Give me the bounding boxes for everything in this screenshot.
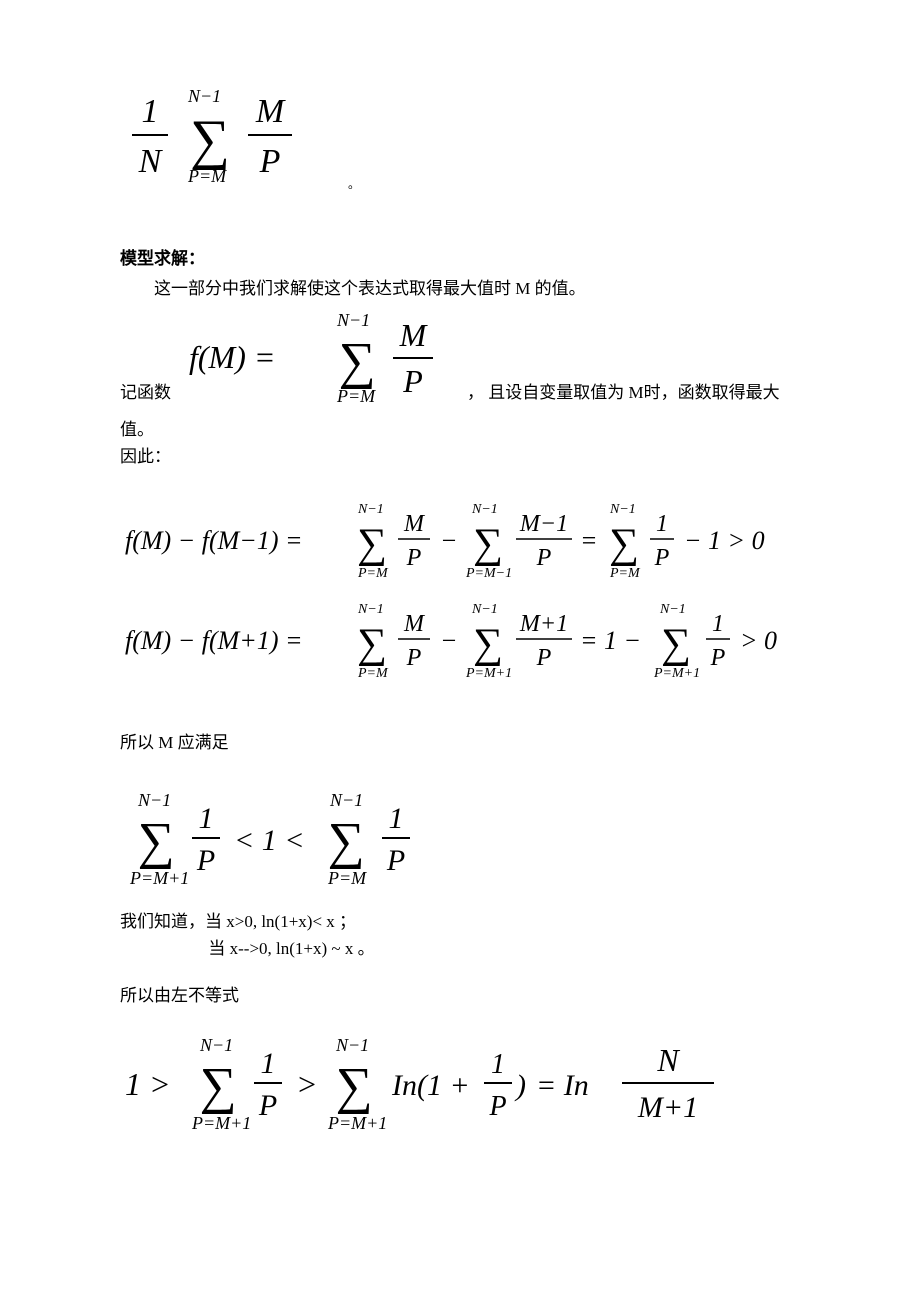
svg-text:N−1: N−1: [335, 1035, 369, 1055]
svg-text:1: 1: [199, 802, 214, 835]
svg-text:P: P: [386, 844, 405, 877]
svg-text:N−1: N−1: [609, 502, 636, 517]
svg-text:1: 1: [389, 802, 404, 835]
svg-text:∑: ∑: [190, 109, 230, 171]
svg-text:N: N: [138, 143, 164, 180]
svg-text:P=M: P=M: [357, 666, 389, 681]
svg-text:P=M: P=M: [187, 166, 227, 186]
svg-text:P=M: P=M: [609, 566, 641, 581]
equation-3: f(M) − f(M−1) = N−1 ∑ P=M M P − N−1 ∑ P=…: [120, 491, 840, 701]
svg-text:N−1: N−1: [357, 602, 384, 617]
equation-5: 1 > N−1 ∑ P=M+1 1 P > N−1 ∑ P=M+1 In(1 +…: [120, 1029, 780, 1149]
svg-text:N−1: N−1: [471, 602, 498, 617]
svg-text:N−1: N−1: [199, 1035, 233, 1055]
svg-text:∑: ∑: [661, 621, 691, 667]
svg-text:∑: ∑: [335, 1058, 372, 1115]
svg-text:P: P: [536, 545, 552, 571]
svg-text:N−1: N−1: [659, 602, 686, 617]
svg-text:P=M: P=M: [327, 868, 367, 888]
svg-text:< 1 <: < 1 <: [234, 824, 305, 857]
svg-text:M: M: [399, 317, 429, 353]
line5: 所以 M 应满足: [120, 729, 830, 756]
eq1-period: 。: [348, 175, 360, 200]
intro-text: 这一部分中我们求解使这个表达式取得最大值时 M 的值。: [120, 275, 830, 302]
line2-prefix: 记函数: [120, 379, 171, 416]
svg-text:−: −: [440, 626, 458, 655]
svg-text:P=M+1: P=M+1: [191, 1113, 251, 1133]
equation-1-block: 1 N N−1 ∑ P=M M P 。: [120, 80, 830, 200]
svg-text:∑: ∑: [609, 521, 639, 567]
svg-text:= 1 −: = 1 −: [580, 626, 641, 655]
section-heading: 模型求解：: [120, 244, 830, 269]
svg-text:P=M−1: P=M−1: [465, 566, 512, 581]
svg-text:P=M+1: P=M+1: [653, 666, 700, 681]
svg-text:P: P: [259, 143, 281, 180]
svg-text:∑: ∑: [327, 813, 364, 870]
svg-text:∑: ∑: [199, 1058, 236, 1115]
svg-text:P: P: [536, 645, 552, 671]
svg-text:P=M: P=M: [357, 566, 389, 581]
line2-block: 记函数 f(M) = N−1 ∑ P=M M P ， 且设自变量取值为 M时，函…: [120, 306, 830, 416]
svg-text:∑: ∑: [338, 333, 375, 390]
svg-text:In(1 +: In(1 +: [391, 1069, 470, 1102]
svg-text:∑: ∑: [473, 621, 503, 667]
svg-text:P=M+1: P=M+1: [327, 1113, 387, 1133]
svg-text:N−1: N−1: [336, 310, 370, 330]
equation-4: N−1 ∑ P=M+1 1 P < 1 < N−1 ∑ P=M 1 P: [120, 784, 480, 904]
svg-text:> 0: > 0: [740, 626, 777, 655]
svg-text:= In: = In: [536, 1069, 589, 1102]
line4: 因此：: [120, 443, 830, 470]
svg-text:1: 1: [261, 1047, 276, 1080]
svg-text:P: P: [196, 844, 215, 877]
svg-text:P=M+1: P=M+1: [129, 868, 189, 888]
svg-text:N−1: N−1: [471, 502, 498, 517]
svg-text:N−1: N−1: [357, 502, 384, 517]
svg-text:P: P: [402, 363, 423, 399]
equation-1: 1 N N−1 ∑ P=M M P: [120, 80, 340, 200]
svg-text:P: P: [258, 1089, 277, 1122]
equation-2: f(M) = N−1 ∑ P=M M P: [179, 306, 459, 416]
svg-text:M+1: M+1: [519, 611, 568, 637]
svg-text:M−1: M−1: [519, 511, 568, 537]
svg-text:M+1: M+1: [637, 1091, 698, 1124]
svg-text:P: P: [488, 1091, 506, 1122]
line7: 当 x-->0, ln(1+x) ~ x 。: [120, 935, 830, 962]
svg-text:N: N: [656, 1042, 680, 1078]
svg-text:f(M) − f(M−1) =: f(M) − f(M−1) =: [125, 526, 303, 555]
svg-text:1: 1: [142, 93, 159, 130]
svg-text:P: P: [406, 645, 422, 671]
svg-text:M: M: [403, 611, 426, 637]
svg-text:P: P: [654, 545, 670, 571]
svg-text:M: M: [403, 511, 426, 537]
svg-text:∑: ∑: [357, 521, 387, 567]
svg-text:1: 1: [712, 611, 724, 637]
svg-text:−: −: [440, 526, 458, 555]
line8: 所以由左不等式: [120, 982, 830, 1009]
svg-text:P: P: [406, 545, 422, 571]
svg-text:f(M) − f(M+1) =: f(M) − f(M+1) =: [125, 626, 303, 655]
svg-text:− 1 > 0: − 1 > 0: [684, 526, 765, 555]
svg-text:∑: ∑: [473, 521, 503, 567]
svg-text:1 >: 1 >: [125, 1066, 171, 1102]
svg-text:1: 1: [491, 1049, 505, 1080]
svg-text:∑: ∑: [357, 621, 387, 667]
svg-text:P=M+1: P=M+1: [465, 666, 512, 681]
svg-text:P=M: P=M: [336, 386, 376, 406]
svg-text:f(M) =: f(M) =: [189, 339, 275, 375]
svg-text:=: =: [580, 526, 598, 555]
line2-suffix: ， 且设自变量取值为 M时，函数取得最大: [467, 379, 780, 416]
svg-text:P: P: [710, 645, 726, 671]
svg-text:N−1: N−1: [329, 790, 363, 810]
svg-text:): ): [514, 1069, 526, 1102]
svg-text:∑: ∑: [137, 813, 174, 870]
svg-text:N−1: N−1: [187, 86, 221, 106]
svg-text:>: >: [296, 1066, 318, 1102]
svg-text:N−1: N−1: [137, 790, 171, 810]
svg-text:1: 1: [656, 511, 668, 537]
line3: 值。: [120, 416, 830, 443]
line6: 我们知道，当 x>0, ln(1+x)< x ；: [120, 908, 830, 935]
svg-text:M: M: [255, 93, 286, 130]
